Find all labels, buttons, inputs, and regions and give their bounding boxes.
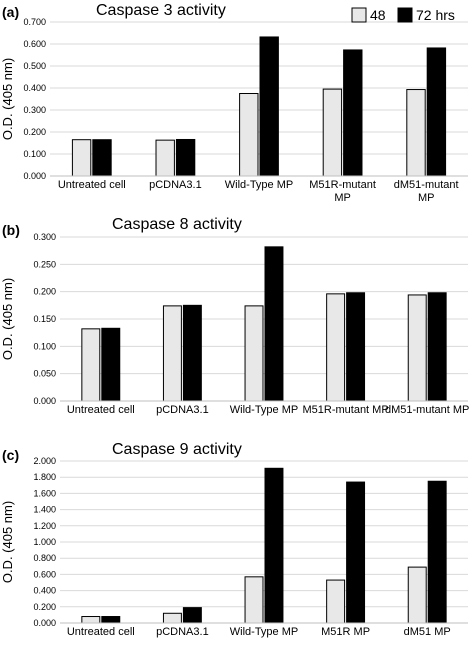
chart-title: Caspase 8 activity [112, 216, 242, 233]
bar [264, 246, 284, 402]
bar [182, 607, 202, 624]
y-tick-label: 0.250 [33, 259, 56, 269]
bar [427, 480, 447, 624]
bar [155, 139, 175, 177]
bar [71, 139, 92, 177]
category-label: Untreated cell [67, 404, 135, 416]
category-label: M51R-mutant [309, 179, 376, 191]
y-tick-label: 0.700 [23, 17, 46, 27]
bar [259, 36, 279, 177]
bar [101, 616, 121, 624]
category-label: Wild-Type MP [230, 404, 298, 416]
y-tick-label: 1.600 [33, 488, 56, 498]
bar [346, 292, 366, 402]
bar [244, 305, 264, 402]
category-label: pCDNA3.1 [156, 404, 209, 416]
bar [426, 47, 447, 177]
y-tick-label: 0.300 [23, 105, 46, 115]
category-label: Wild-Type MP [225, 179, 293, 191]
bar [81, 328, 101, 402]
y-tick-label: 1.800 [33, 472, 56, 482]
bar [162, 305, 182, 402]
legend: 48 72 hrs [351, 7, 455, 23]
y-tick-label: 0.000 [33, 396, 56, 406]
panel-label: (a) [2, 4, 19, 20]
y-tick-label: 0.400 [23, 83, 46, 93]
legend-label-48: 48 [370, 7, 386, 23]
bar [182, 304, 202, 402]
bar [407, 294, 427, 402]
legend-label-72: 72 hrs [416, 7, 455, 23]
bar [175, 138, 196, 177]
category-label: dM51-mutant MP [385, 404, 469, 416]
bar [92, 139, 112, 177]
bar [427, 292, 447, 402]
category-label: M51R MP [321, 626, 370, 638]
category-label: dM51 MP [404, 626, 451, 638]
y-tick-label: 0.300 [33, 232, 56, 242]
y-tick-label: 0.800 [33, 553, 56, 563]
category-label: pCDNA3.1 [156, 626, 209, 638]
y-tick-label: 0.150 [33, 314, 56, 324]
bar [244, 576, 264, 624]
y-tick-label: 0.100 [33, 341, 56, 351]
y-tick-label: 0.200 [33, 602, 56, 612]
panel-label: (c) [2, 447, 19, 463]
bar [343, 49, 363, 177]
y-tick-label: 0.200 [33, 287, 56, 297]
y-tick-label: 0.600 [23, 39, 46, 49]
category-label: pCDNA3.1 [149, 179, 202, 191]
y-axis-label: O.D. (405 nm) [0, 501, 15, 583]
category-label: Untreated cell [67, 626, 135, 638]
bar [101, 327, 121, 402]
y-tick-label: 0.000 [23, 171, 46, 181]
bar [264, 467, 284, 624]
bar [406, 89, 426, 177]
bar [326, 293, 346, 402]
bar [81, 616, 101, 624]
category-label: dM51-mutant [394, 179, 459, 191]
legend-swatch-48 [351, 7, 367, 23]
legend-swatch-72 [397, 7, 413, 23]
bar [407, 566, 427, 624]
category-label-line2: MP [334, 192, 351, 204]
y-tick-label: 1.400 [33, 505, 56, 515]
y-tick-label: 0.400 [33, 586, 56, 596]
y-tick-label: 0.000 [33, 618, 56, 628]
y-tick-label: 0.500 [23, 61, 46, 71]
category-label-line2: MP [418, 192, 435, 204]
y-tick-label: 0.200 [23, 127, 46, 137]
y-tick-label: 1.000 [33, 537, 56, 547]
chart-panel-1: (b) Caspase 8 activity 0.000 0.050 0.100 0.15… [0, 216, 469, 416]
y-tick-label: 1.200 [33, 521, 56, 531]
chart-panel-0: (a) Caspase 3 activity 0.000 0.100 0.200 0.30… [0, 2, 468, 204]
y-tick-label: 0.050 [33, 369, 56, 379]
chart-panel-2: (c) Caspase 9 activity 0.000 0.200 0.400 0.60… [0, 441, 468, 638]
chart-title: Caspase 3 activity [96, 2, 226, 19]
category-label: Wild-Type MP [230, 626, 298, 638]
bar [162, 612, 182, 624]
bar [326, 579, 346, 624]
panel-label: (b) [2, 222, 20, 238]
y-tick-label: 0.600 [33, 569, 56, 579]
y-tick-label: 0.100 [23, 149, 46, 159]
bar [239, 93, 259, 177]
bar [346, 481, 366, 624]
category-label: Untreated cell [58, 179, 126, 191]
bar [322, 88, 343, 177]
category-label: M51R-mutant MP [302, 404, 388, 416]
y-axis-label: O.D. (405 nm) [0, 278, 15, 360]
y-axis-label: O.D. (405 nm) [0, 58, 15, 140]
y-tick-label: 2.000 [33, 456, 56, 466]
chart-title: Caspase 9 activity [112, 441, 242, 458]
